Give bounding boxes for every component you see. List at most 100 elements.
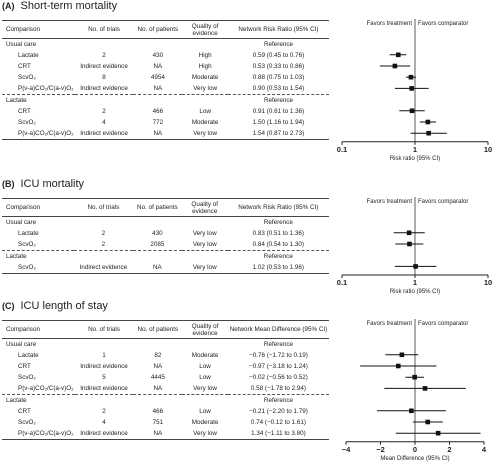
comparison-cell: Lactate <box>18 52 39 59</box>
comparison-cell: P(v-a)CO₂/C(a-v)O₂ <box>2 128 75 140</box>
patients-cell: NA <box>153 85 163 92</box>
trials-cell: Indirect evidence <box>80 63 128 70</box>
estimate-cell: 1.54 (0.87 to 2.73) <box>227 128 329 140</box>
group-name: Lactate <box>2 250 74 262</box>
point-estimate <box>425 119 431 125</box>
empty-cell <box>74 94 134 106</box>
trials-cell: 8 <box>102 74 106 81</box>
results-table: Comparison No. of trials No. of patients Qu… <box>2 20 329 140</box>
trials-cell: 2 <box>102 52 106 59</box>
trials-cell: Indirect evidence <box>74 428 134 440</box>
favors-treatment-label: Favors treatment <box>367 21 413 27</box>
point-estimate <box>395 52 401 58</box>
forest-plot-1: Favors treatment Favors comparator 0.1 1 10 R… <box>337 19 492 162</box>
comparison-cell: Lactate <box>18 352 39 359</box>
reference-label: Reference <box>227 94 329 106</box>
column-header: No. of trials <box>74 20 134 39</box>
quality-cell: Very low <box>193 385 217 392</box>
column-header: Network Mean Difference (95% CI) <box>227 320 329 339</box>
x-tick-label: 1 <box>413 278 417 287</box>
group-row: Lactate Reference <box>2 94 329 106</box>
x-axis-label: Risk ratio (95% CI) <box>390 156 440 162</box>
table-row: CRT 2 466 Low −0.21 (−2.20 to 1.79) <box>2 406 329 417</box>
estimate-cell: 0.88 (0.75 to 1.03) <box>252 74 305 81</box>
estimate-cell: 0.84 (0.54 to 1.30) <box>252 241 305 248</box>
reference-label: Reference <box>227 250 329 262</box>
panel-title-text: ICU mortality <box>20 178 85 190</box>
x-axis-label: Risk ratio (95% CI) <box>390 289 440 295</box>
quality-cell: Very low <box>192 241 217 248</box>
table-row: P(v-a)CO₂/C(a-v)O₂ Indirect evidence NA Ver… <box>2 428 329 440</box>
estimate-cell: −0.02 (−0.56 to 0.52) <box>249 374 308 381</box>
favors-comparator-label: Favors comparator <box>418 321 468 327</box>
patients-cell: 751 <box>152 419 164 426</box>
point-estimate <box>426 130 431 136</box>
patients-cell: NA <box>153 63 163 70</box>
table-row: P(v-a)CO₂/C(a-v)O₂ Indirect evidence NA Ver… <box>2 383 329 395</box>
trials-cell: 1 <box>102 352 106 359</box>
table-row: P(v-a)CO₂/C(a-v)O₂ Indirect evidence NA Ver… <box>2 83 329 95</box>
trials-cell: 2 <box>102 108 106 115</box>
empty-cell <box>133 94 183 106</box>
table-row: Lactate 2 430 High 0.59 (0.45 to 0.76) <box>2 50 329 61</box>
patients-cell: 4954 <box>150 74 165 81</box>
column-header: No. of trials <box>74 320 134 339</box>
column-header: Quality of evidence <box>181 198 228 217</box>
estimate-cell: −0.97 (−3.18 to 1.24) <box>249 363 308 370</box>
header-row: Comparison No. of trials No. of patients Qu… <box>2 198 329 217</box>
panel-title-text: ICU length of stay <box>20 300 108 312</box>
column-header: No. of patients <box>133 320 183 339</box>
quality-cell: Very low <box>192 230 217 237</box>
trials-cell: 2 <box>102 408 106 415</box>
panel-label: (C) <box>2 301 15 311</box>
quality-cell: Very low <box>182 128 228 140</box>
point-estimate <box>425 419 431 425</box>
point-estimate <box>407 241 412 247</box>
column-header: Comparison <box>2 320 75 339</box>
panel-title: (C) ICU length of stay <box>2 300 108 312</box>
header-row: Comparison No. of trials No. of patients Qu… <box>2 20 329 39</box>
column-header: No. of patients <box>133 20 183 39</box>
estimate-cell: 1.02 (0.53 to 1.96) <box>227 262 329 274</box>
comparison-cell: Lactate <box>18 230 39 237</box>
point-estimate <box>412 374 417 380</box>
comparison-cell: P(v-a)CO₂/C(a-v)O₂ <box>2 428 75 440</box>
table-row: ScvO₂ Indirect evidence NA Very low 1.02 (0.… <box>2 262 329 274</box>
x-tick-label: 0.1 <box>337 278 347 287</box>
panel-title-text: Short-term mortality <box>20 0 118 12</box>
quality-cell: High <box>198 63 212 70</box>
quality-cell: Low <box>199 363 211 370</box>
comparison-cell: ScvO₂ <box>18 241 36 248</box>
table-row: Lactate 2 430 Very low 0.83 (0.51 to 1.36) <box>2 228 329 239</box>
patients-cell: NA <box>133 428 183 440</box>
x-tick-label: 10 <box>484 145 492 154</box>
estimate-cell: 0.58 (−1.78 to 2.94) <box>250 385 307 392</box>
point-estimate <box>413 264 418 269</box>
patients-cell: NA <box>133 128 183 140</box>
panel-label: (A) <box>2 1 15 11</box>
table-row: P(v-a)CO₂/C(a-v)O₂ Indirect evidence NA Ver… <box>2 128 329 140</box>
point-estimate <box>392 63 398 69</box>
patients-cell: 466 <box>152 108 164 115</box>
group-name: Lactate <box>2 394 75 406</box>
point-estimate <box>408 74 414 80</box>
comparison-cell: ScvO₂ <box>18 119 36 126</box>
group-name: Usual care <box>6 219 37 226</box>
group-name: Usual care <box>6 341 37 348</box>
group-row: Usual care Reference <box>2 339 329 351</box>
empty-cell <box>74 394 134 406</box>
empty-cell <box>182 394 228 406</box>
table-row: ScvO₂ 5 4445 Low −0.02 (−0.56 to 0.52) <box>2 372 329 383</box>
quality-cell: Moderate <box>191 119 219 126</box>
point-estimate <box>409 108 415 114</box>
table-row: CRT Indirect evidence NA Low −0.97 (−3.18 to… <box>2 361 329 372</box>
point-estimate <box>409 408 414 414</box>
empty-cell <box>73 250 133 262</box>
table-row: CRT 2 466 Low 0.91 (0.61 to 1.36) <box>2 106 329 117</box>
column-header: Network Risk Ratio (95% CI) <box>227 198 329 217</box>
comparison-cell: P(v-a)CO₂/C(a-v)O₂ <box>18 385 74 392</box>
table-row: ScvO₂ 4 772 Moderate 1.50 (1.16 to 1.94) <box>2 117 329 128</box>
estimate-cell: 0.91 (0.61 to 1.36) <box>252 108 305 115</box>
reference-label: Reference <box>227 394 329 406</box>
favors-treatment-label: Favors treatment <box>367 321 413 327</box>
